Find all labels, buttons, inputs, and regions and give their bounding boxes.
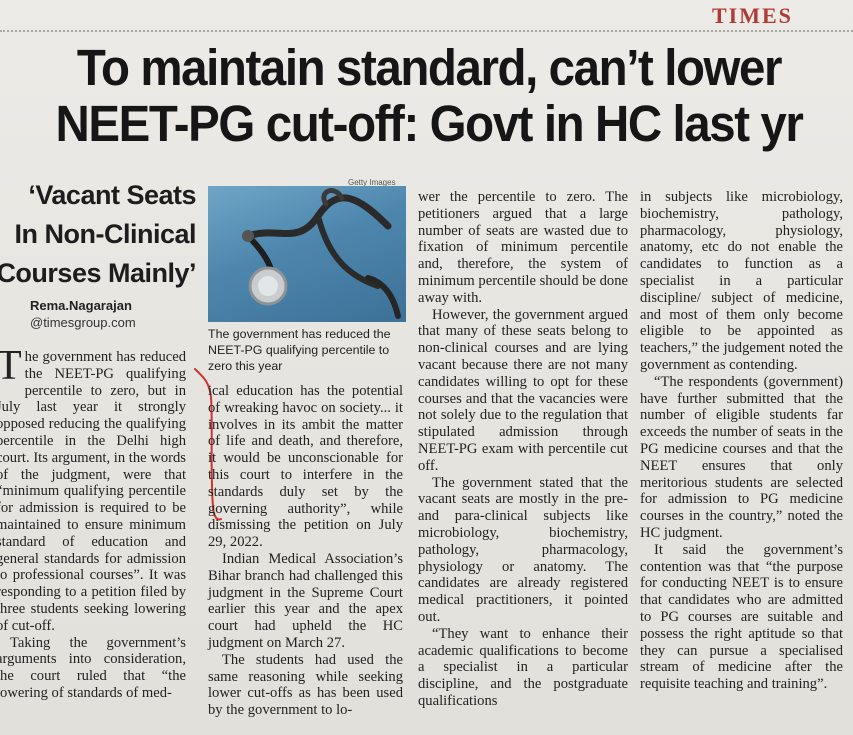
kicker-line-1: ‘Vacant Seats xyxy=(28,180,196,210)
article-paragraph: However, the government argued that many… xyxy=(418,306,628,474)
drop-cap: T xyxy=(0,343,22,389)
pen-mark xyxy=(194,368,222,521)
article-paragraph: Taking the government’s arguments into c… xyxy=(0,634,186,701)
kicker: ‘Vacant Seats In Non-Clinical Courses Ma… xyxy=(0,176,196,293)
photo-credit: Getty Images xyxy=(348,178,396,187)
article-paragraph: “They want to enhance their academic qua… xyxy=(418,625,628,709)
article-column-2: ical education has the potential of wrea… xyxy=(208,383,403,719)
kicker-line-2: In Non-Clinical xyxy=(14,219,197,249)
photo-caption: The government has reduced the NEET-PG q… xyxy=(208,327,391,373)
article-paragraph: ical education has the potential of wrea… xyxy=(208,383,403,551)
masthead: TIMES xyxy=(712,3,793,28)
article-paragraph: The government stated that the vacant se… xyxy=(418,474,628,625)
article-paragraph: It said the government’s contention was … xyxy=(640,541,843,693)
article-column-3: wer the percentile to zero. The petition… xyxy=(418,189,628,710)
kicker-line-3: Courses Mainly’ xyxy=(0,258,196,288)
article-paragraph: “The respondents (government) have furth… xyxy=(640,373,843,541)
headline-line-2: NEET-PG cut-off: Govt in HC last yr xyxy=(55,95,803,152)
article-paragraph: in subjects like microbiology, biochemis… xyxy=(640,189,843,373)
stethoscope-icon xyxy=(242,188,401,319)
article-paragraph: The students had used the same reasoning… xyxy=(208,651,403,719)
article-paragraph: wer the percentile to zero. The petition… xyxy=(418,189,628,306)
headline: To maintain standard, can’t lower NEET-P… xyxy=(24,40,833,152)
photo xyxy=(208,186,406,322)
byline-handle: @timesgroup.com xyxy=(30,315,136,330)
byline-name: Rema.Nagarajan xyxy=(30,298,132,313)
article-column-4: in subjects like microbiology, biochemis… xyxy=(640,189,843,693)
masthead-rule xyxy=(0,30,853,32)
headline-line-1: To maintain standard, can’t lower xyxy=(76,39,783,96)
article-paragraph: Indian Medical Association’s Bihar branc… xyxy=(208,550,403,651)
